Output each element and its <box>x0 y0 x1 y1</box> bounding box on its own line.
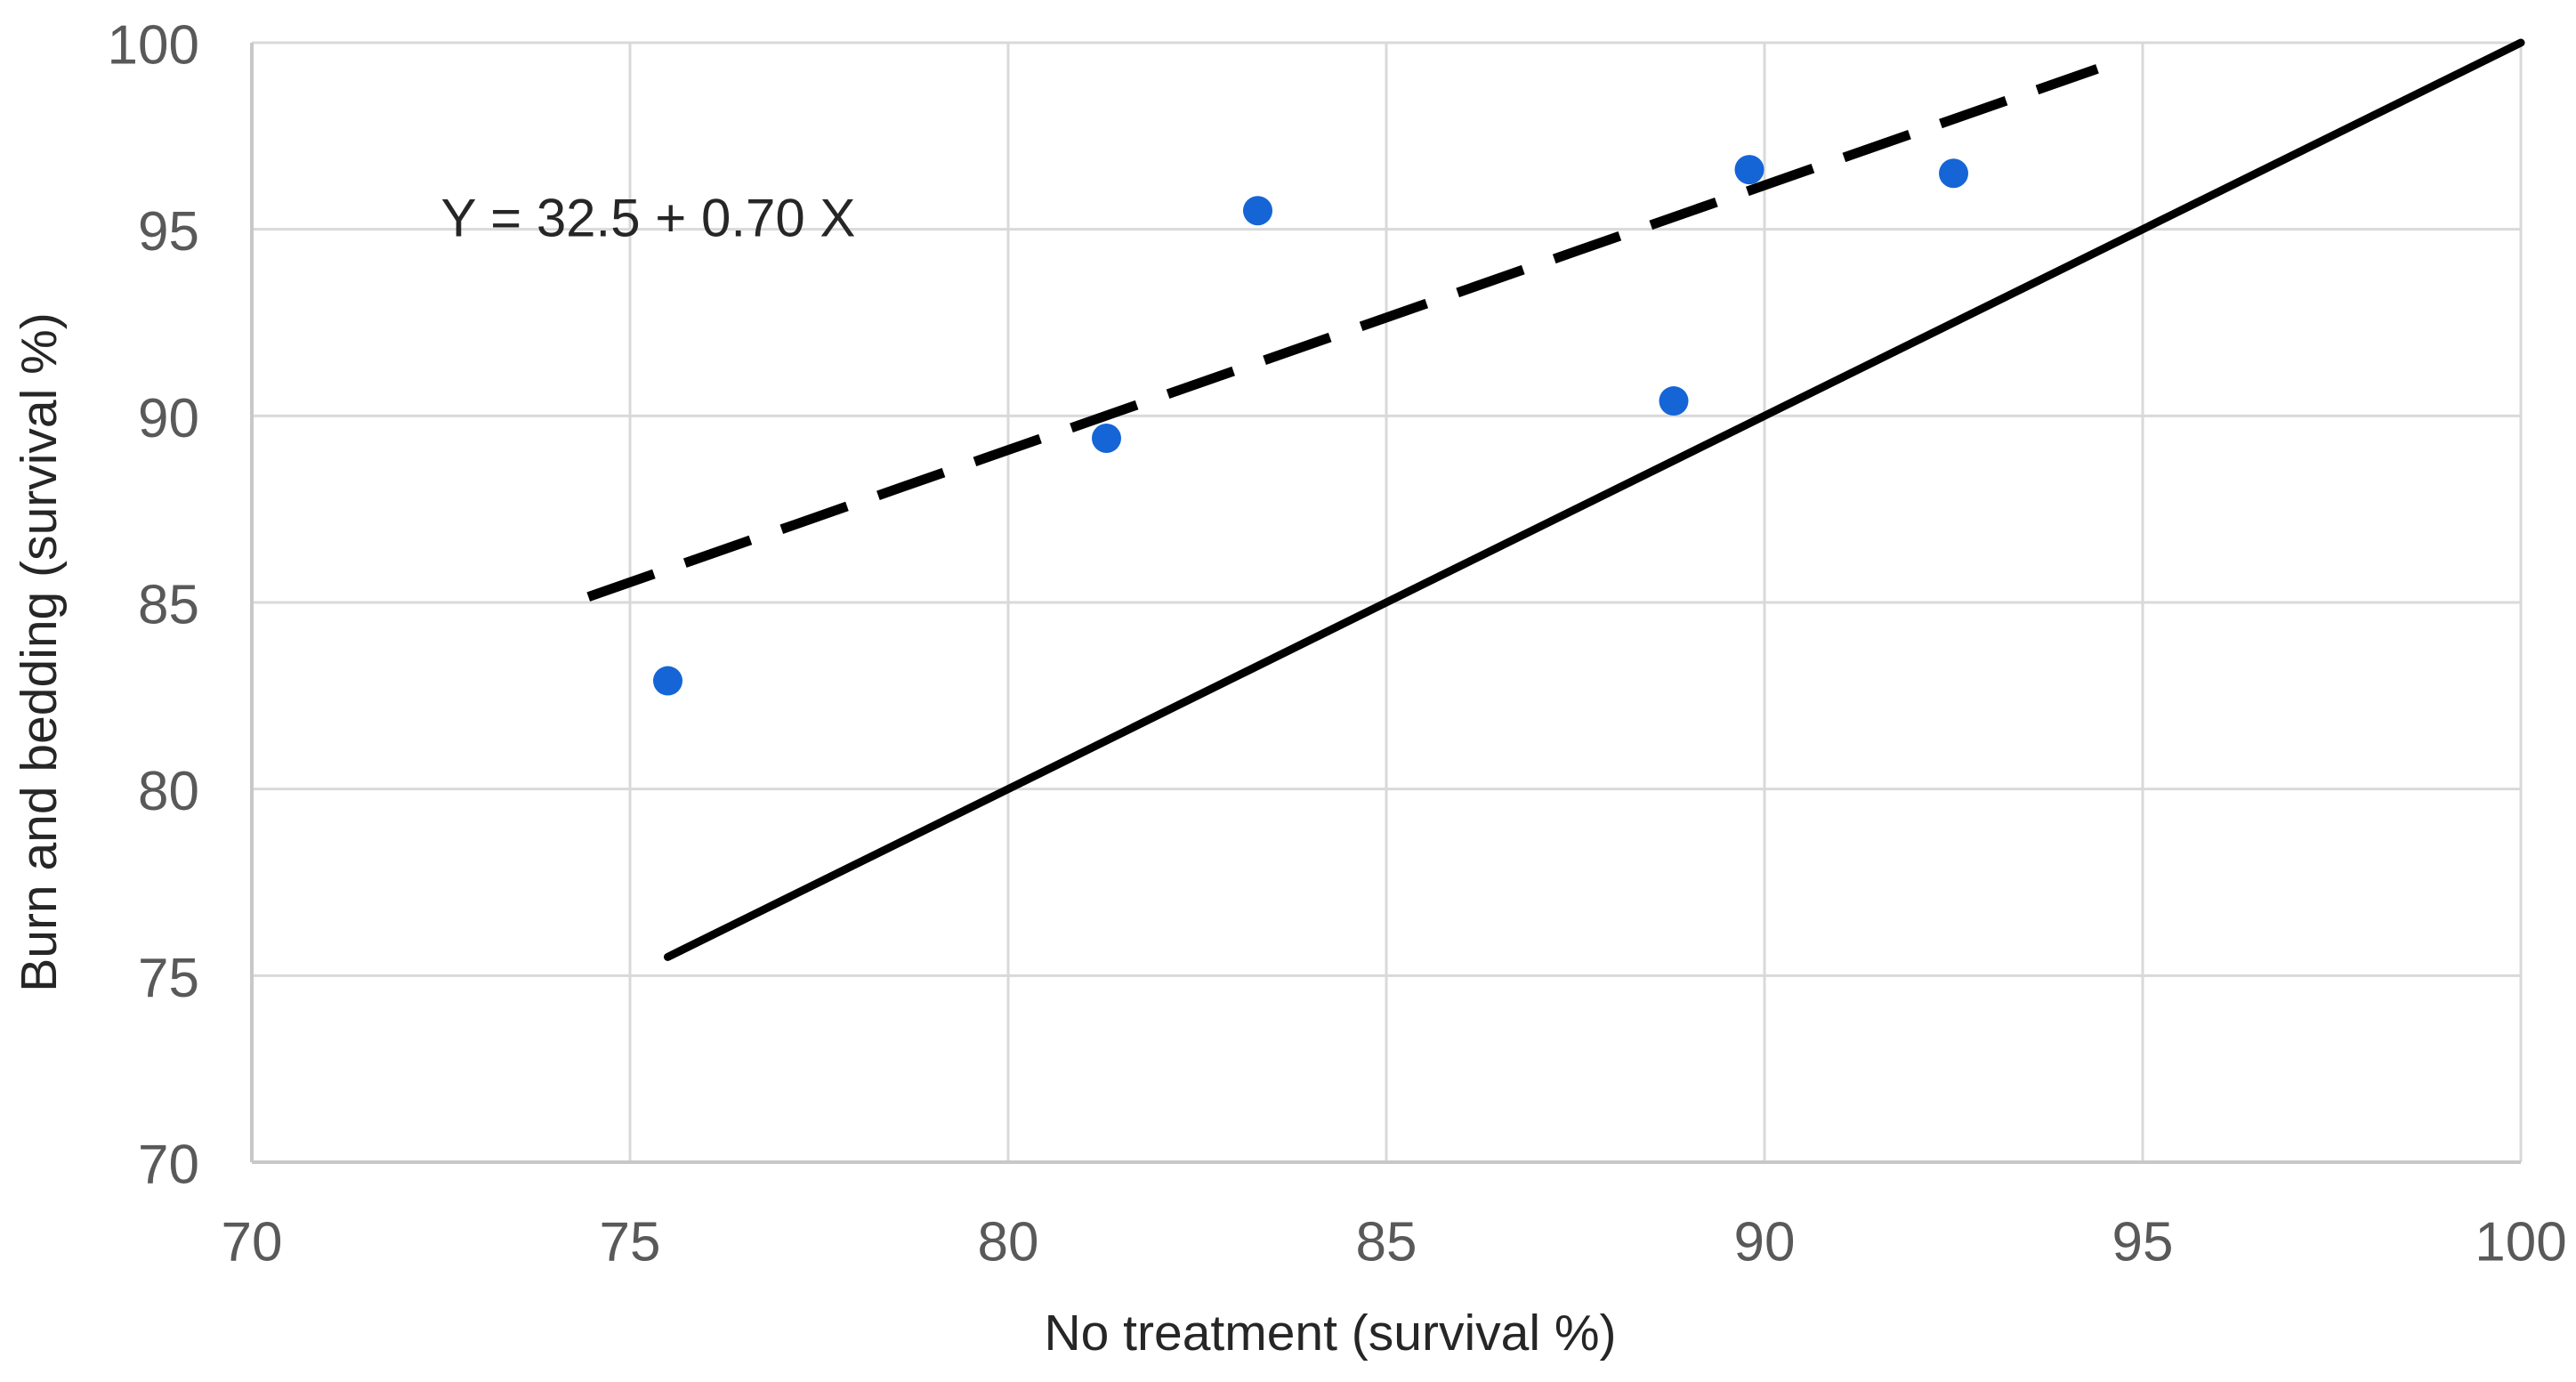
x-tick-label: 95 <box>2112 1212 2174 1273</box>
data-point <box>1092 423 1121 453</box>
y-tick-label: 80 <box>138 761 199 822</box>
y-tick-label: 75 <box>138 948 199 1009</box>
x-tick-label: 90 <box>1734 1212 1796 1273</box>
x-tick-label: 100 <box>2475 1212 2566 1273</box>
data-point <box>653 666 682 696</box>
y-tick-label: 85 <box>138 575 199 636</box>
y-tick-label: 100 <box>108 15 199 77</box>
data-points <box>653 155 1968 696</box>
equation-annotation: Y = 32.5 + 0.70 X <box>441 189 856 248</box>
x-tick-label: 85 <box>1356 1212 1417 1273</box>
axes <box>250 43 2521 1164</box>
x-tick-label: 75 <box>600 1212 661 1273</box>
regression-trendline <box>586 64 2099 602</box>
data-point <box>1243 196 1272 226</box>
x-tick-label: 70 <box>222 1212 283 1273</box>
identity-line <box>664 38 2525 961</box>
data-point <box>1659 386 1689 416</box>
y-tick-label: 95 <box>138 201 199 263</box>
y-tick-label: 90 <box>138 388 199 449</box>
data-point <box>1939 158 1968 189</box>
y-tick-label: 70 <box>138 1135 199 1196</box>
x-tick-label: 80 <box>978 1212 1039 1273</box>
x-axis-title: No treatment (survival %) <box>1044 1305 1616 1362</box>
data-point <box>1734 155 1764 185</box>
y-axis-title: Burn and bedding (survival %) <box>11 312 68 992</box>
